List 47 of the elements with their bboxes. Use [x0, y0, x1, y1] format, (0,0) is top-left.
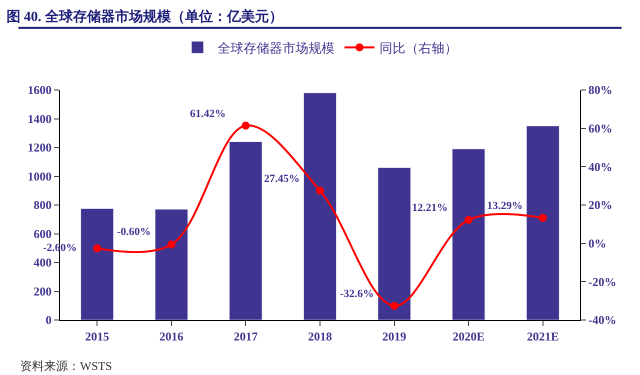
- point: [242, 122, 250, 130]
- point: [390, 302, 398, 310]
- bar: [452, 148, 486, 320]
- y-tick-label: 1400: [28, 112, 52, 126]
- y-tick-label: 1200: [28, 140, 52, 155]
- data-label: -32.6%: [340, 288, 374, 300]
- y2-tick-label: -20%: [588, 274, 616, 289]
- x-tick-label: 2015: [85, 329, 110, 344]
- y-tick-label: 200: [34, 284, 52, 298]
- y2-tick-label: 40%: [588, 160, 612, 174]
- point: [316, 186, 324, 195]
- y2-tick-label: -40%: [588, 313, 616, 328]
- data-label: 27.45%: [264, 173, 300, 185]
- x-tick-label: 2017: [234, 329, 258, 344]
- point: [464, 216, 473, 224]
- data-label: -0.60%: [117, 226, 151, 238]
- y-tick-label: 1000: [28, 169, 52, 184]
- y-tick-label: 800: [34, 198, 52, 212]
- y-tick-label: 600: [34, 226, 52, 241]
- data-label: 12.21%: [412, 202, 448, 214]
- x-tick-label: 2016: [159, 329, 184, 344]
- x-tick-label: 2020E: [452, 329, 485, 344]
- point: [538, 214, 547, 222]
- text: 资料来源：WSTS: [20, 359, 112, 373]
- x-tick-label: 2018: [308, 329, 332, 344]
- bar: [154, 209, 188, 320]
- data-label: 61.42%: [190, 108, 226, 120]
- y2-tick-label: 0%: [588, 236, 606, 251]
- bar: [526, 126, 560, 320]
- legend-label: 同比（右轴）: [380, 40, 458, 56]
- chart-title: 图 40. 全球存储器市场规模（单位：亿美元）: [6, 8, 283, 26]
- y2-tick-label: 20%: [588, 198, 612, 212]
- legend-label: 全球存储器市场规模: [218, 40, 334, 56]
- data-label: 13.29%: [487, 200, 523, 212]
- point: [93, 244, 102, 252]
- bar: [229, 142, 262, 320]
- x-tick-label: 2019: [382, 329, 406, 344]
- y2-tick-label: 60%: [588, 122, 612, 136]
- bar: [303, 92, 337, 320]
- y-tick-label: 0: [46, 313, 52, 328]
- y-tick-label: 400: [34, 256, 52, 270]
- x-tick-label: 2021E: [526, 329, 559, 344]
- y-tick-label: 1600: [28, 83, 52, 98]
- point: [167, 240, 176, 248]
- y2-tick-label: 80%: [588, 83, 612, 98]
- bar: [378, 167, 411, 320]
- bar: [80, 208, 114, 320]
